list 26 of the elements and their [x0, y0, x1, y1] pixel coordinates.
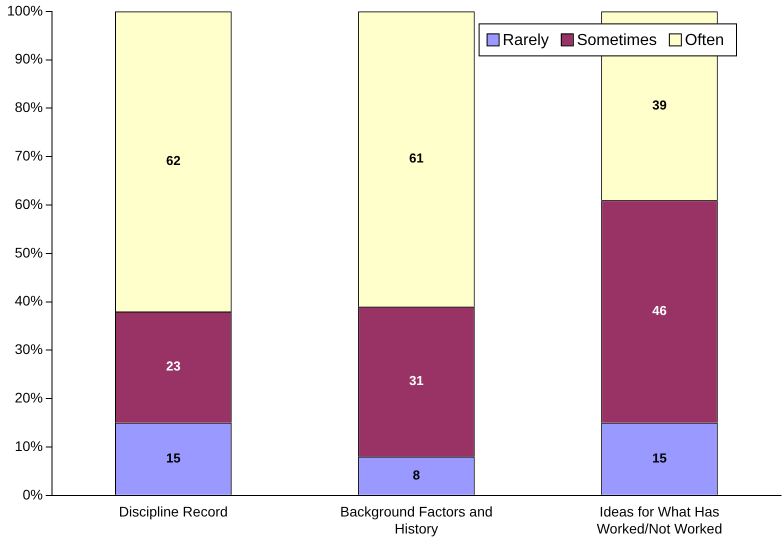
data-label: 62	[166, 153, 181, 168]
data-label: 23	[166, 358, 181, 374]
x-tick-label: Background Factors and History	[340, 504, 493, 536]
legend-label: Sometimes	[576, 32, 657, 49]
y-tick-label: 10%	[14, 438, 43, 454]
data-label: 61	[409, 150, 424, 166]
data-label: 8	[412, 467, 420, 482]
data-label: 39	[652, 97, 667, 112]
x-tick-label: Discipline Record	[118, 504, 228, 520]
y-tick-label: 30%	[14, 341, 43, 358]
data-label: 31	[409, 373, 424, 388]
y-tick-label: 50%	[14, 244, 43, 260]
y-tick-label: 40%	[14, 292, 43, 309]
legend-label: Rarely	[502, 32, 549, 49]
legend-label: Often	[684, 32, 724, 49]
y-tick-label: 80%	[14, 99, 43, 116]
data-label: 46	[652, 303, 667, 318]
y-tick-label: 60%	[14, 196, 43, 212]
y-tick-label: 70%	[14, 147, 43, 164]
x-tick-label: Ideas for What Has Worked/Not Worked	[596, 504, 722, 536]
y-tick-label: 100%	[6, 2, 43, 18]
y-tick-label: 90%	[14, 50, 43, 67]
y-tick-label: 0%	[22, 486, 43, 502]
data-label: 15	[166, 450, 181, 466]
y-tick-label: 20%	[14, 389, 43, 406]
data-label: 15	[652, 450, 667, 466]
